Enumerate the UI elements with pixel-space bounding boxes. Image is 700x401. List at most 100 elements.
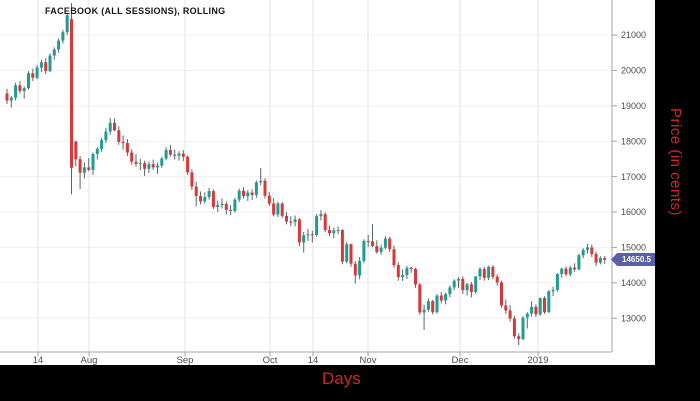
- candle-body: [5, 93, 9, 101]
- candle-body: [448, 287, 452, 295]
- candle-body: [530, 306, 534, 314]
- x-axis-label: 2019: [527, 355, 548, 365]
- horizontal-gridlines: [0, 34, 612, 319]
- candle-body: [375, 245, 379, 253]
- x-axis-label: Nov: [360, 355, 377, 365]
- candle-body: [564, 268, 568, 275]
- candle-body: [70, 19, 73, 168]
- candle-body: [319, 214, 323, 217]
- candle-body: [87, 167, 91, 170]
- candle-body: [512, 318, 516, 337]
- candle-body: [220, 203, 224, 205]
- candle-body: [216, 204, 220, 208]
- candle-body: [414, 268, 417, 285]
- candle-body: [35, 67, 39, 78]
- candle-body: [328, 230, 331, 234]
- x-axis-label: Aug: [81, 355, 98, 365]
- candle-body: [168, 150, 172, 155]
- candle-body: [431, 301, 435, 313]
- candle-body: [160, 158, 164, 166]
- candle-body: [349, 244, 353, 264]
- candle-body: [353, 263, 357, 276]
- candle-body: [91, 153, 95, 170]
- axes-layer: [0, 0, 613, 353]
- candle-body: [143, 163, 147, 169]
- candle-body: [14, 85, 18, 98]
- x-axis-label: Sep: [177, 355, 194, 365]
- candle-body: [147, 164, 151, 169]
- candle-body: [65, 15, 69, 33]
- candle-body: [267, 195, 271, 204]
- candle-body: [315, 216, 319, 236]
- candle-body: [27, 73, 30, 89]
- candle-body: [491, 266, 495, 277]
- candle-body: [504, 305, 508, 311]
- candle-body: [371, 241, 374, 246]
- candle-body: [285, 215, 288, 222]
- x-axis-label: Dec: [452, 355, 469, 365]
- y-axis-label: 19000: [621, 101, 646, 111]
- candle-body: [482, 268, 486, 278]
- candle-body: [306, 234, 310, 236]
- candlestick-chart-canvas[interactable]: 21000 20000 19000 18000 17000 16000 15000 14000…: [0, 0, 655, 365]
- price-scale[interactable]: 21000 20000 19000 18000 17000 16000 15000 14000…: [612, 30, 646, 323]
- candle-body: [164, 150, 168, 159]
- candle-body: [242, 190, 245, 197]
- candle-body: [310, 234, 314, 236]
- candle-body: [534, 306, 538, 315]
- candle-body: [250, 192, 254, 196]
- candle-body: [211, 191, 215, 208]
- x-axis-label: 14: [308, 355, 319, 365]
- y-axis-label: 16000: [621, 207, 646, 217]
- candle-body: [22, 88, 26, 91]
- candle-body: [156, 165, 159, 168]
- candle-body: [444, 294, 448, 301]
- candle-body: [590, 247, 594, 255]
- candle-body: [125, 142, 129, 153]
- candle-body: [18, 85, 22, 91]
- candle-body: [207, 191, 211, 198]
- candle-body: [366, 241, 370, 243]
- candle-body: [9, 97, 13, 101]
- bottom-axis-strip: Days: [0, 365, 655, 401]
- y-axis-label: 13000: [621, 313, 646, 323]
- candle-body: [525, 313, 529, 318]
- candle-body: [422, 309, 426, 313]
- candle-body: [323, 214, 327, 231]
- candle-body: [418, 284, 422, 313]
- candle-body: [246, 192, 250, 197]
- candle-body: [543, 298, 546, 313]
- y-axis-title: Price (in cents): [667, 108, 684, 217]
- candle-body: [547, 291, 551, 313]
- candle-body: [190, 172, 194, 187]
- candle-body: [229, 209, 233, 211]
- candle-body: [358, 260, 362, 276]
- candle-body: [461, 278, 465, 291]
- time-scale[interactable]: 14 Aug Sep Oct 14 Nov Dec 2019: [33, 352, 549, 365]
- candle-body: [426, 301, 430, 310]
- y-axis-label: 20000: [621, 66, 646, 76]
- candle-body: [233, 199, 237, 211]
- candle-body: [61, 32, 65, 41]
- candle-body: [177, 153, 181, 156]
- candle-body: [95, 148, 99, 154]
- candle-body: [74, 141, 78, 160]
- candle-body: [297, 219, 301, 243]
- candle-body: [117, 130, 121, 142]
- candle-body: [362, 241, 366, 261]
- candle-body: [173, 154, 177, 156]
- candle-body: [383, 238, 387, 248]
- candle-body: [478, 268, 482, 277]
- candle-body: [573, 267, 577, 270]
- candle-body: [272, 203, 276, 215]
- candle-body: [134, 161, 138, 164]
- x-axis-title: Days: [322, 369, 361, 388]
- candle-body: [577, 255, 581, 270]
- candle-body: [57, 40, 61, 50]
- candle-body: [521, 317, 525, 340]
- candle-body: [237, 190, 241, 200]
- candle-body: [568, 267, 572, 275]
- candle-body: [551, 289, 555, 292]
- candle-body: [560, 268, 564, 274]
